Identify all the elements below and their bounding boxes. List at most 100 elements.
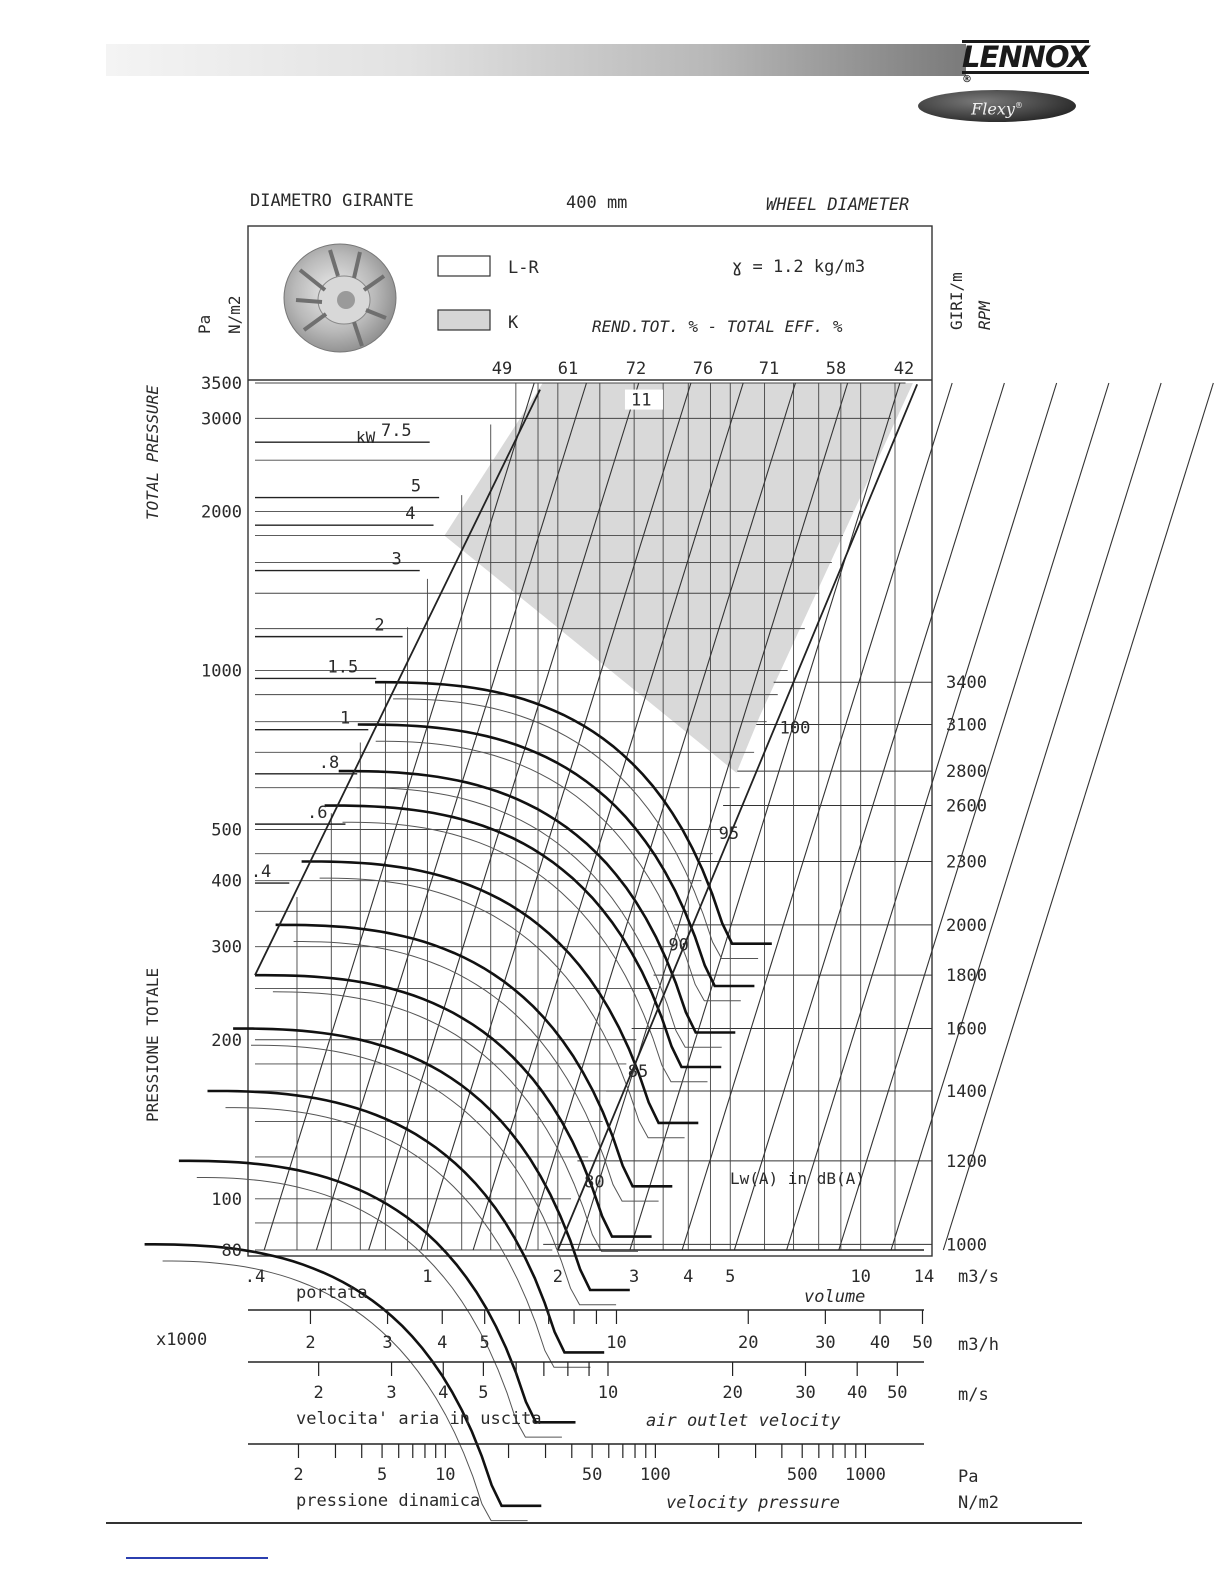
power-tick-label: 11 [631,391,651,411]
efficiency-curve [162,1260,528,1522]
y-tick-label: 80 [222,1241,242,1261]
x-tick-label: 1 [422,1267,432,1287]
footer-link-underline [126,1557,268,1559]
dynamic-label-en: velocity pressure [666,1493,840,1513]
fan-curve [357,723,755,988]
y-tick-label: 3000 [201,409,242,429]
right-boundary [557,383,918,1251]
m3h-tick-label: 20 [738,1333,758,1353]
dynamic-tick-label: 50 [582,1465,602,1485]
y-tick-label: 500 [211,821,242,841]
efficiency-value: 42 [894,359,914,379]
x-label-en: volume [804,1287,865,1307]
m3h-tick-label: 10 [606,1333,626,1353]
efficiency-line [420,382,692,1251]
title-center: 400 mm [566,193,627,213]
x-tick-label: 4 [683,1267,693,1287]
efficiency-value: 71 [759,359,779,379]
x-tick-label: .4 [245,1267,265,1287]
power-tick-label: .4 [251,862,271,882]
product-name: Flexy [971,99,1015,119]
power-tick-label: 4 [405,504,415,524]
efficiency-line [263,382,535,1251]
m3h-tick-label: 3 [382,1333,392,1353]
fan-curve [375,680,772,945]
x-label-it: portata [296,1283,368,1303]
fan-curve [233,1027,630,1292]
velocity-label-en: air outlet velocity [646,1411,841,1431]
dynamic-unit-nm2: N/m2 [958,1493,999,1513]
rpm-label-en: RPM [975,300,994,330]
x-unit: m3/s [958,1267,999,1287]
flexy-badge: Flexy® [918,90,1076,122]
power-label-box [624,389,663,410]
velocity-tick-label: 5 [478,1383,488,1403]
efficiency-line [890,382,1162,1251]
m3h-tick-label: 40 [870,1333,890,1353]
y-unit-nm2: N/m2 [225,295,244,334]
m3h-tick-label: 50 [912,1333,932,1353]
brand-name: LENNOX [962,40,1090,74]
velocity-tick-label: 10 [598,1383,618,1403]
y-tick-label: 300 [211,938,242,958]
y-tick-label: 1000 [201,661,242,681]
dynamic-label-it: pressione dinamica [296,1491,480,1511]
density-label: ɣ = 1.2 kg/m3 [732,257,865,277]
x-tick-label: 2 [553,1267,563,1287]
rpm-tick-label: 3400 [946,673,987,693]
efficiency-curve [272,991,638,1252]
rpm-tick-label: 1600 [946,1020,987,1040]
efficiency-curve [293,941,659,1202]
y-unit-pa: Pa [195,315,214,334]
fan-curve [207,1089,605,1354]
efficiency-line [942,382,1214,1251]
efficiency-curve [319,877,685,1139]
dynamic-tick-label: 10 [435,1465,455,1485]
efficiency-curve [342,821,708,1083]
velocity-tick-label: 30 [795,1383,815,1403]
product-mark: ® [1014,101,1023,110]
power-tick-label: .6 [307,803,327,823]
efficiency-line [838,382,1110,1251]
title-left: DIAMETRO GIRANTE [250,191,414,211]
dynamic-tick-label: 500 [787,1465,818,1485]
sound-tick-label: 100 [780,718,811,738]
power-tick-label: 5 [411,477,421,497]
chart-labels: 3500 3000 2000 1000 500 400 300 200 100 80 49 61 72 7… [201,359,987,1261]
velocity-tick-label: 20 [722,1383,742,1403]
k-range-shading [444,383,913,773]
efficiency-curve [251,1044,617,1306]
x-axis: .4 1 2 3 4 5 10 14 [245,1267,934,1287]
fan-curve [178,1159,576,1424]
rpm-label-it: GIRI/m [947,272,966,330]
velocity-tick-label: 2 [314,1383,324,1403]
pressure-gridlines [255,382,932,1251]
plot-frame [247,225,933,1257]
efficiency-line [786,382,1058,1251]
efficiency-value: 49 [492,359,512,379]
efficiency-curve [196,1177,562,1438]
fan-curve [301,860,699,1125]
rpm-tick-label: 1200 [946,1152,987,1172]
sound-label: Lw(A) in dB(A) [730,1169,865,1188]
efficiency-curve [225,1107,591,1368]
efficiency-curve [375,740,741,1002]
power-tick-label: 1.5 [327,657,358,677]
efficiency-value: 58 [826,359,846,379]
legend-swatch-lr [437,255,491,277]
rpm-tick-label: 2600 [946,797,987,817]
rpm-tick-label: 1800 [946,966,987,986]
legend-label-k: K [508,313,519,333]
y-tick-label: 2000 [201,502,242,522]
fan-curve [338,769,736,1034]
k-shade-area [444,383,913,773]
y-tick-label: 200 [211,1031,242,1051]
sound-tick-label: 80 [584,1173,604,1193]
fan-curve [275,923,673,1188]
rpm-tick-label: 3100 [946,716,987,736]
efficiency-value: 76 [693,359,713,379]
fan-curve [324,804,722,1069]
efficiency-curve [356,787,722,1048]
dynamic-tick-label: 100 [640,1465,671,1485]
